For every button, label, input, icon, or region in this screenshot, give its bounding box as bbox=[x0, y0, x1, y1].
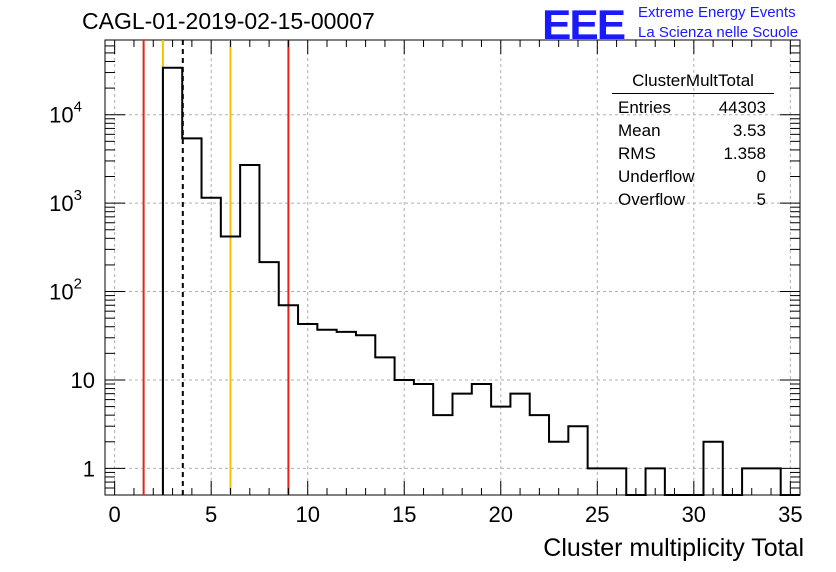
stats-row-rms: RMS 1.358 bbox=[612, 142, 774, 165]
stats-title: ClusterMultTotal bbox=[612, 71, 774, 94]
x-tick-label: 15 bbox=[392, 502, 416, 527]
marker-lines bbox=[142, 40, 290, 495]
stats-row-mean: Mean 3.53 bbox=[612, 119, 774, 142]
stats-label: Underflow bbox=[618, 167, 695, 186]
stats-label: RMS bbox=[618, 144, 656, 163]
x-tick-label: 5 bbox=[205, 502, 217, 527]
y-tick-label: 104 bbox=[49, 99, 82, 128]
stats-label: Entries bbox=[618, 98, 671, 117]
stats-box: ClusterMultTotal Entries 44303 Mean 3.53… bbox=[612, 71, 774, 211]
stats-value: 44303 bbox=[718, 98, 766, 117]
y-tick-label: 103 bbox=[49, 187, 82, 216]
x-tick-label: 20 bbox=[489, 502, 513, 527]
stats-value: 5 bbox=[756, 190, 766, 209]
stats-label: Mean bbox=[618, 121, 661, 140]
x-axis-label: Cluster multiplicity Total bbox=[543, 534, 804, 562]
x-axis-ticks: 0 5 10 15 20 25 30 35 bbox=[109, 40, 803, 527]
stats-row-entries: Entries 44303 bbox=[612, 96, 774, 119]
stats-label: Overflow bbox=[618, 190, 686, 209]
x-tick-label: 35 bbox=[778, 502, 802, 527]
x-tick-label: 0 bbox=[109, 502, 121, 527]
x-tick-label: 25 bbox=[585, 502, 609, 527]
y-tick-label: 10 bbox=[71, 368, 95, 393]
y-tick-label: 102 bbox=[49, 276, 82, 305]
stats-row-underflow: Underflow 0 bbox=[612, 165, 774, 188]
stats-value: 0 bbox=[756, 167, 766, 186]
x-tick-label: 30 bbox=[682, 502, 706, 527]
x-tick-label: 10 bbox=[295, 502, 319, 527]
stats-value: 3.53 bbox=[732, 121, 766, 140]
logo-line-1: Extreme Energy Events bbox=[638, 4, 796, 21]
y-tick-label: 1 bbox=[83, 456, 95, 481]
stats-row-overflow: Overflow 5 bbox=[612, 188, 774, 211]
chart-title: CAGL-01-2019-02-15-00007 bbox=[82, 8, 375, 34]
plot-frame bbox=[104, 39, 801, 496]
logo-line-2: La Scienza nelle Scuole bbox=[638, 24, 799, 41]
eee-logo: EEE bbox=[542, 2, 626, 49]
stats-value: 1.358 bbox=[723, 144, 766, 163]
